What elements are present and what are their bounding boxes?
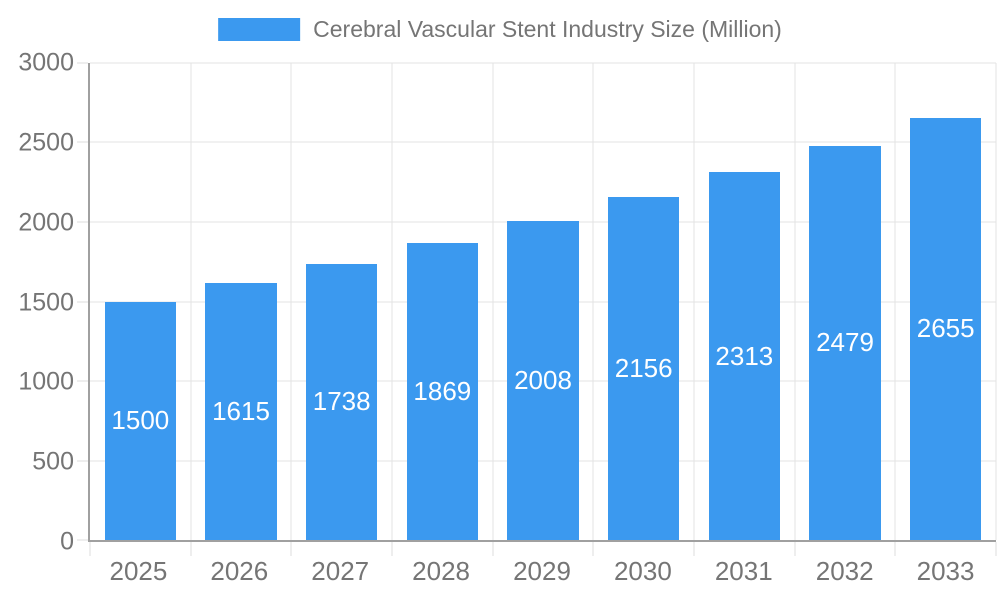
gridline-x-2030 (693, 63, 695, 540)
y-tick-3000 (77, 62, 88, 64)
bar-2026: 1615 (205, 283, 277, 540)
x-tick (794, 542, 796, 556)
bar-2033: 2655 (909, 117, 982, 540)
plot-area: 1500 1615 1738 1869 2008 2156 2313 2479 2655 (77, 62, 997, 556)
bar-2030: 2156 (607, 197, 680, 540)
gridline-x-2033 (995, 63, 997, 540)
y-tick-0 (77, 539, 88, 541)
x-axis-label: 2027 (311, 556, 370, 586)
gridline-x-2032 (894, 63, 896, 540)
bar-2025: 1500 (104, 301, 177, 540)
y-tick-2000 (77, 221, 88, 223)
x-axis-labels: 2025 2026 2027 2028 2029 2030 2031 2032 2033 (88, 556, 996, 590)
bar-2032: 2479 (809, 145, 881, 540)
x-tick (995, 542, 997, 556)
bar-2031: 2313 (708, 172, 781, 540)
legend-label: Cerebral Vascular Stent Industry Size (M… (313, 16, 782, 42)
y-axis-label: 3000 (18, 48, 74, 77)
y-axis-labels: 0 500 1000 1500 2000 2500 3000 (0, 49, 74, 556)
x-axis-label: 2030 (613, 556, 672, 586)
y-axis-label: 0 (60, 527, 74, 556)
bar-value-label: 1615 (212, 396, 270, 427)
gridline-x-2025 (190, 63, 192, 540)
y-axis-label: 500 (32, 447, 74, 476)
legend: Cerebral Vascular Stent Industry Size (M… (218, 16, 782, 43)
y-axis-label: 1500 (18, 288, 74, 316)
x-tick (391, 542, 393, 556)
legend-swatch (218, 18, 301, 41)
x-axis-label: 2031 (714, 556, 773, 586)
bar-value-label: 1500 (111, 405, 170, 436)
gridline-x-2029 (592, 63, 594, 540)
x-tick (89, 542, 91, 556)
bar-2029: 2008 (507, 220, 579, 540)
x-axis-label: 2025 (109, 556, 168, 586)
x-tick (592, 542, 594, 556)
x-tick (290, 542, 292, 556)
bar-value-label: 1869 (413, 375, 472, 406)
gridline-y-2500 (90, 141, 996, 143)
gridline-x-2026 (290, 63, 292, 540)
bar-2027: 1738 (305, 263, 378, 540)
x-axis-label: 2033 (916, 556, 975, 586)
gridline-x-2031 (794, 63, 796, 540)
x-axis-label: 2026 (210, 556, 269, 586)
y-axis-label: 1000 (18, 367, 74, 396)
x-axis-label: 2032 (815, 556, 874, 586)
y-tick-500 (77, 460, 88, 461)
x-tick (190, 542, 192, 556)
bar-value-label: 2655 (916, 313, 975, 344)
x-tick (492, 542, 494, 556)
bar-2028: 1869 (406, 242, 479, 540)
bar-value-label: 2156 (614, 353, 673, 384)
bar-value-label: 1738 (312, 386, 371, 417)
gridline-y-3000 (90, 62, 996, 64)
x-tick (693, 542, 695, 556)
x-tick (894, 542, 896, 556)
gridline-x-2027 (391, 63, 393, 540)
y-tick-1000 (77, 380, 88, 382)
bar-value-label: 2008 (514, 364, 572, 395)
y-tick-2500 (77, 141, 88, 143)
y-axis-label: 2500 (18, 128, 74, 157)
bar-value-label: 2479 (816, 327, 874, 358)
y-tick-1500 (77, 301, 88, 302)
x-axis-label: 2028 (412, 556, 471, 586)
x-axis-label: 2029 (513, 556, 571, 586)
y-axis-label: 2000 (18, 208, 74, 237)
bar-value-label: 2313 (715, 340, 774, 371)
gridline-x-2028 (492, 63, 494, 540)
